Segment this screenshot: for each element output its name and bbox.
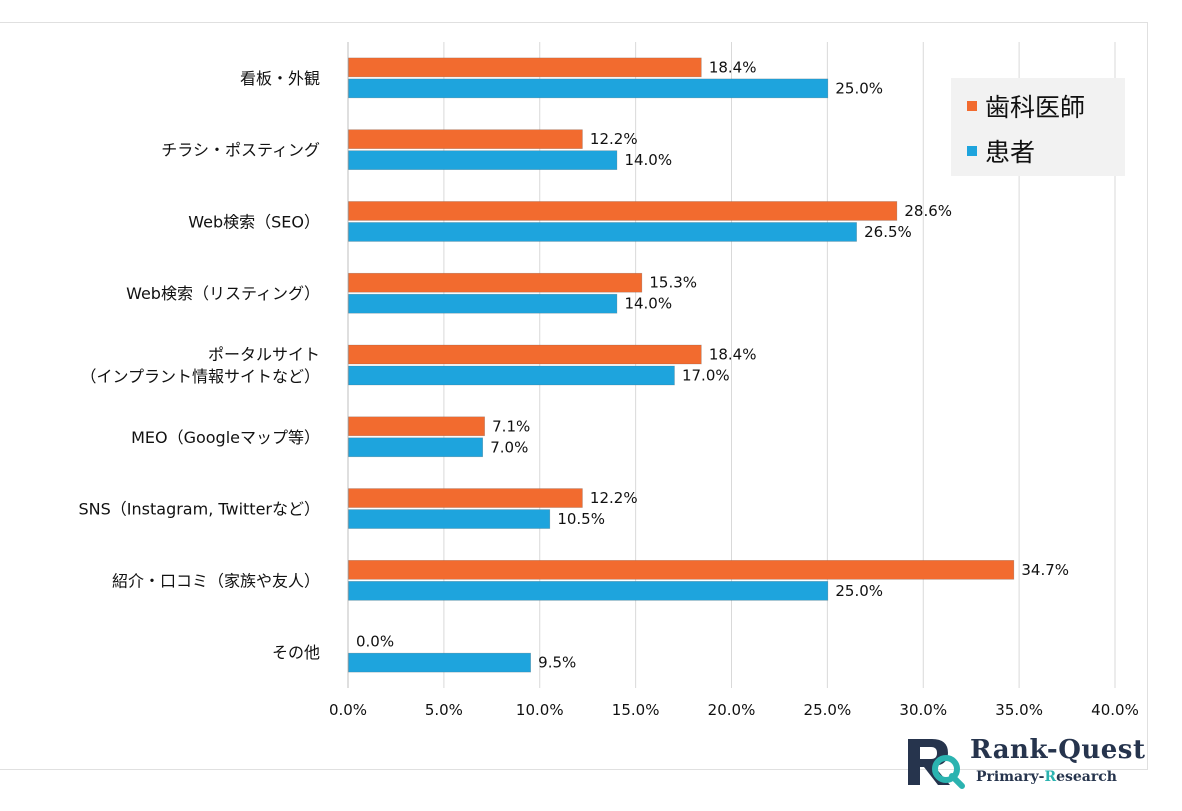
bar-patient [348,222,857,242]
value-label-patient: 10.5% [557,510,605,528]
category-label: Web検索（リスティング） [126,284,320,303]
rq-logo-icon [908,739,965,789]
brand-subtitle: Primary-Research [976,769,1117,785]
bar-patient [348,437,484,458]
x-tick-label: 10.0% [516,701,564,719]
value-label-patient: 26.5% [864,223,912,241]
value-label-dentist: 15.3% [649,274,697,292]
category-label: ポータルサイト [208,345,320,364]
legend-label-dentist: 歯科医師 [985,93,1086,122]
x-tick-label: 35.0% [995,701,1043,719]
category-label: SNS（Instagram, Twitterなど） [79,500,320,519]
legend-swatch-dentist [967,101,977,111]
legend-item-patient: 患者 [967,133,1035,169]
value-label-patient: 14.0% [624,151,672,169]
value-label-dentist: 28.6% [904,202,952,220]
x-tick-label: 5.0% [425,701,463,719]
legend-label-patient: 患者 [985,138,1036,167]
value-label-patient: 17.0% [682,367,730,385]
bar-dentist [348,57,702,78]
value-label-patient: 25.0% [835,582,883,600]
value-label-dentist: 18.4% [709,346,757,364]
legend: 歯科医師 患者 [951,78,1125,176]
bar-patient [348,293,618,314]
value-label-dentist: 0.0% [356,633,394,651]
value-label-patient: 14.0% [624,295,672,313]
legend-item-dentist: 歯科医師 [967,88,1085,124]
bar-patient [348,509,551,529]
bar-dentist [348,129,583,149]
bar-dentist [348,201,898,221]
bar-patient [348,150,618,170]
value-label-dentist: 18.4% [709,58,757,76]
category-label: チラシ・ポスティング [161,141,320,160]
chart-frame [0,22,1148,770]
value-label-patient: 25.0% [835,79,883,97]
value-label-dentist: 12.2% [590,130,638,148]
bar-patient [348,78,829,99]
brand-subtitle-highlight: R [1044,769,1057,785]
x-tick-label: 20.0% [708,701,756,719]
brand-logo: Rank-Quest Primary-Research [904,733,1146,793]
bar-dentist [348,560,1015,580]
category-label: MEO（Googleマップ等） [131,428,320,447]
x-tick-label: 0.0% [329,701,367,719]
brand-name: Rank-Quest [970,735,1146,765]
value-label-dentist: 34.7% [1021,561,1069,579]
value-label-patient: 7.0% [490,438,528,456]
category-label: 看板・外観 [240,69,320,88]
category-label: 紹介・口コミ（家族や友人） [112,571,320,590]
bar-patient [348,652,531,673]
value-label-dentist: 12.2% [590,489,638,507]
category-label: （インプラント情報サイトなど） [80,367,320,386]
category-label: その他 [272,643,320,662]
brand-subtitle-prefix: Primary- [976,769,1045,785]
value-label-dentist: 7.1% [492,417,530,435]
x-tick-label: 30.0% [899,701,947,719]
bar-patient [348,581,829,601]
bar-patient [348,365,675,386]
brand-subtitle-suffix: esearch [1056,769,1117,785]
category-label: Web検索（SEO） [188,212,320,231]
legend-swatch-patient [967,146,977,156]
x-tick-label: 40.0% [1091,701,1139,719]
value-label-patient: 9.5% [538,654,576,672]
x-tick-label: 25.0% [804,701,852,719]
bar-dentist [348,344,702,365]
bar-dentist [348,272,643,293]
bar-dentist [348,416,485,437]
x-tick-label: 15.0% [612,701,660,719]
bar-dentist [348,488,583,508]
